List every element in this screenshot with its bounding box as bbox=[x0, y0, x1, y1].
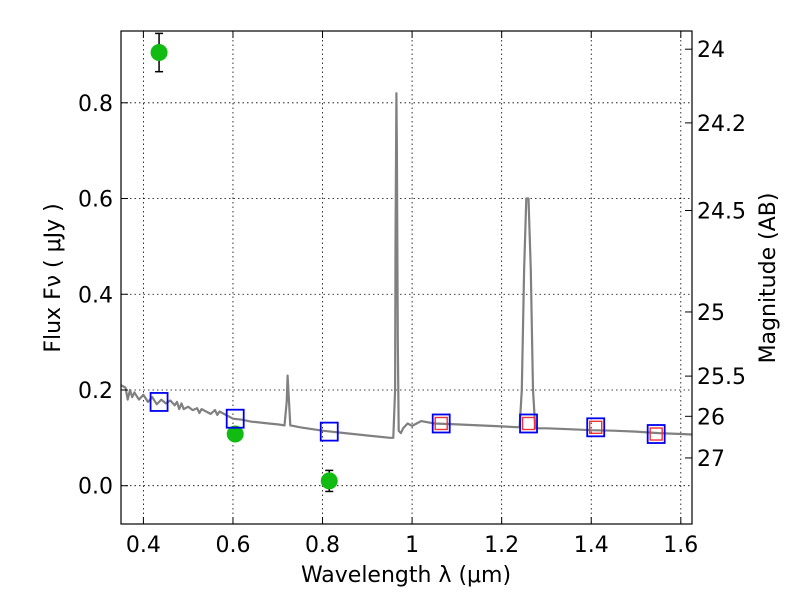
x-tick-label: 0.6 bbox=[215, 533, 250, 558]
x-axis-label: Wavelength λ (μm) bbox=[301, 563, 511, 588]
x-tick-label: 0.8 bbox=[305, 533, 340, 558]
right-tick-label: 24.2 bbox=[697, 112, 746, 137]
observed-point bbox=[151, 45, 167, 61]
axis-ticks: 0.4 0.6 0.8 1 1.2 1.4 1.6 0.0 0.2 0.4 0.6 0.8 24 24.2… bbox=[78, 31, 746, 558]
y-axis-label-right: Magnitude (AB) bbox=[756, 193, 781, 364]
y-tick-label: 0.8 bbox=[78, 92, 113, 117]
plot-frame bbox=[121, 31, 692, 524]
right-tick-label: 24 bbox=[697, 38, 725, 63]
y-tick-label: 0.6 bbox=[78, 188, 113, 213]
model-square-red bbox=[523, 417, 535, 429]
x-tick-label: 1 bbox=[405, 533, 419, 558]
x-tick-label: 0.4 bbox=[126, 533, 161, 558]
y-tick-label: 0.2 bbox=[78, 379, 113, 404]
y-tick-label: 0.0 bbox=[78, 475, 113, 500]
x-tick-label: 1.4 bbox=[574, 533, 609, 558]
right-tick-label: 27 bbox=[697, 447, 725, 472]
y-axis-label: Flux Fν ( μJy ) bbox=[41, 203, 66, 352]
observed-point bbox=[321, 473, 337, 489]
right-tick-label: 25 bbox=[697, 301, 725, 326]
sed-chart: 0.4 0.6 0.8 1 1.2 1.4 1.6 0.0 0.2 0.4 0.6 0.8 24 24.2… bbox=[0, 0, 800, 600]
right-tick-label: 24.5 bbox=[697, 199, 746, 224]
x-tick-label: 1.2 bbox=[484, 533, 519, 558]
grid-lines bbox=[121, 31, 692, 524]
y-tick-label: 0.4 bbox=[78, 283, 113, 308]
spectrum-line bbox=[121, 93, 692, 438]
plot-data bbox=[121, 33, 692, 491]
right-tick-label: 26 bbox=[697, 405, 725, 430]
x-tick-label: 1.6 bbox=[663, 533, 698, 558]
right-tick-label: 25.5 bbox=[697, 365, 746, 390]
